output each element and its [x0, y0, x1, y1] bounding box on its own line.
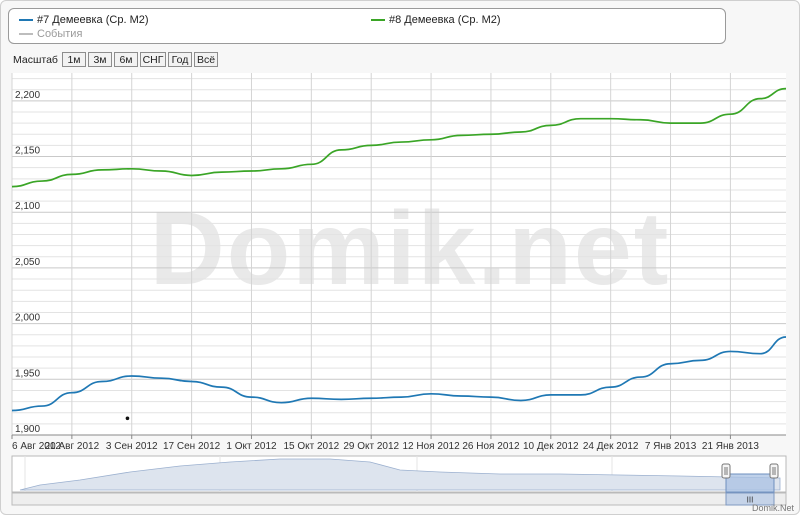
x-tick-label: 21 Янв 2013	[702, 441, 759, 452]
navigator-handle-right[interactable]	[769, 463, 779, 479]
x-tick-label: 12 Ноя 2012	[403, 441, 461, 452]
scrollbar-grip-label: III	[747, 496, 754, 505]
x-tick-label: 3 Сен 2012	[106, 441, 158, 452]
x-tick-label: 24 Дек 2012	[583, 441, 639, 452]
y-tick-label: 2,000	[15, 313, 40, 324]
x-tick-label: 6 Авг 2012	[12, 441, 61, 452]
plot-area	[12, 73, 786, 435]
y-tick-label: 2,200	[15, 90, 40, 101]
legend-swatch-series-a	[19, 19, 33, 22]
y-tick-label: 2,050	[15, 257, 40, 268]
credit-label: Domik.Net	[751, 503, 794, 513]
y-tick-label: 1,900	[15, 424, 40, 435]
range-button-all[interactable]: Всё	[194, 52, 218, 67]
y-tick-label: 1,950	[15, 368, 40, 379]
x-tick-label: 20 Авг 2012	[45, 441, 100, 452]
navigator-handle-left[interactable]	[721, 463, 731, 479]
legend-item-events[interactable]: События	[19, 28, 82, 40]
series-line-7	[11, 336, 787, 412]
legend-label-series-b: #8 Демеевка (Ср. М2)	[389, 14, 501, 27]
x-tick-label: 17 Сен 2012	[163, 441, 221, 452]
scrollbar-thumb[interactable]	[725, 492, 775, 506]
range-button-3m[interactable]: 3м	[88, 52, 112, 67]
legend-label-series-a: #7 Демеевка (Ср. М2)	[37, 14, 149, 27]
x-tick-label: 15 Окт 2012	[283, 441, 339, 452]
range-selector-label: Масштаб	[13, 54, 58, 66]
series-lines	[11, 87, 787, 421]
range-button-1y[interactable]: Год	[168, 52, 192, 67]
y-axis-ticks: 1,900 1,950 2,000 2,050 2,100 2,150 2,200	[15, 90, 40, 435]
y-tick-label: 2,100	[15, 201, 40, 212]
range-button-ytd[interactable]: СНГ	[140, 52, 166, 67]
scrollbar-track[interactable]	[11, 492, 787, 506]
y-tick-label: 2,150	[15, 146, 40, 157]
navigator-selection[interactable]	[725, 473, 775, 493]
x-tick-label: 10 Дек 2012	[523, 441, 579, 452]
event-marker[interactable]	[125, 416, 130, 421]
x-tick-label: 7 Янв 2013	[645, 441, 697, 452]
navigator[interactable]: 2006200820102012III	[11, 455, 787, 506]
range-button-6m[interactable]: 6м	[114, 52, 138, 67]
legend-item-series-b[interactable]: #8 Демеевка (Ср. М2)	[371, 14, 501, 26]
legend: #7 Демеевка (Ср. М2) #8 Демеевка (Ср. М2…	[8, 8, 726, 44]
range-button-1m[interactable]: 1м	[62, 52, 86, 67]
x-tick-label: 1 Окт 2012	[226, 441, 277, 452]
x-tick-label: 29 Окт 2012	[343, 441, 399, 452]
grid-lines	[11, 73, 786, 436]
legend-label-events: События	[37, 28, 83, 41]
series-line-8	[11, 87, 787, 188]
legend-swatch-events	[19, 33, 33, 36]
x-tick-label: 26 Ноя 2012	[462, 441, 520, 452]
legend-swatch-series-b	[371, 19, 385, 22]
legend-item-series-a[interactable]: #7 Демеевка (Ср. М2)	[19, 14, 149, 26]
